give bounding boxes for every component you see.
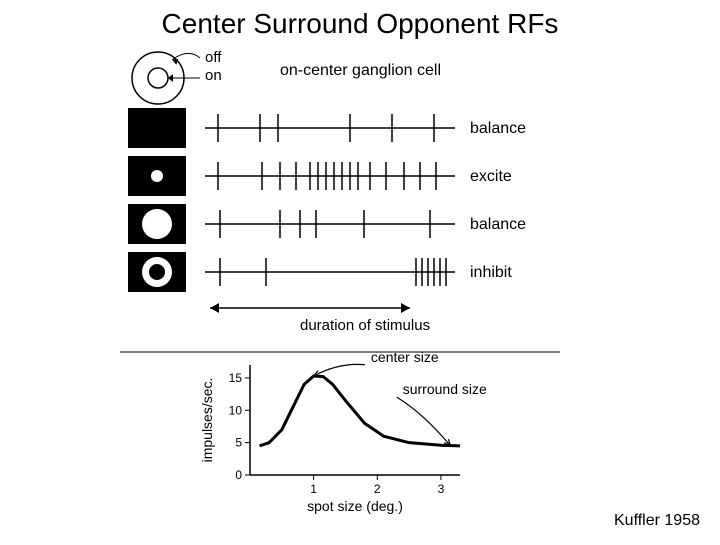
duration-arrow-right (401, 303, 410, 313)
on-arrowhead (168, 74, 173, 82)
y-tick-label: 5 (235, 436, 242, 450)
x-tick-label: 1 (310, 482, 317, 496)
cell-type-label: on-center ganglion cell (280, 62, 441, 79)
large-spot (142, 209, 172, 239)
row-label-excite: excite (470, 168, 512, 185)
duration-label: duration of stimulus (300, 317, 430, 334)
slide-title: Center Surround Opponent RFs (0, 8, 720, 40)
y-tick-label: 15 (229, 371, 243, 385)
y-tick-label: 10 (229, 403, 243, 417)
annulus-inner (149, 264, 165, 280)
figure-svg: offon on-center ganglion cell balance excit… (0, 0, 720, 540)
center-size-label: center size (371, 349, 439, 365)
row-label-balance: balance (470, 120, 526, 137)
center-size-arrow (314, 364, 365, 376)
row-label-balance: balance (470, 216, 526, 233)
row-label-inhibit: inhibit (470, 264, 512, 281)
surround-size-arrow (397, 397, 451, 446)
duration-arrow-left (210, 303, 219, 313)
citation: Kuffler 1958 (614, 512, 700, 530)
off-label: off (205, 49, 222, 66)
surround-size-label: surround size (403, 381, 487, 397)
x-tick-label: 2 (374, 482, 381, 496)
small-spot (151, 170, 163, 182)
x-axis-label: spot size (deg.) (307, 498, 403, 514)
y-tick-label: 0 (235, 468, 242, 482)
slide: Center Surround Opponent RFs offon on-cen… (0, 0, 720, 540)
y-axis-label: impulses/sec. (199, 378, 215, 463)
rf-inner-circle (148, 68, 168, 88)
x-tick-label: 3 (438, 482, 445, 496)
on-label: on (205, 67, 222, 84)
stimulus-icon-full_dark (128, 108, 186, 148)
